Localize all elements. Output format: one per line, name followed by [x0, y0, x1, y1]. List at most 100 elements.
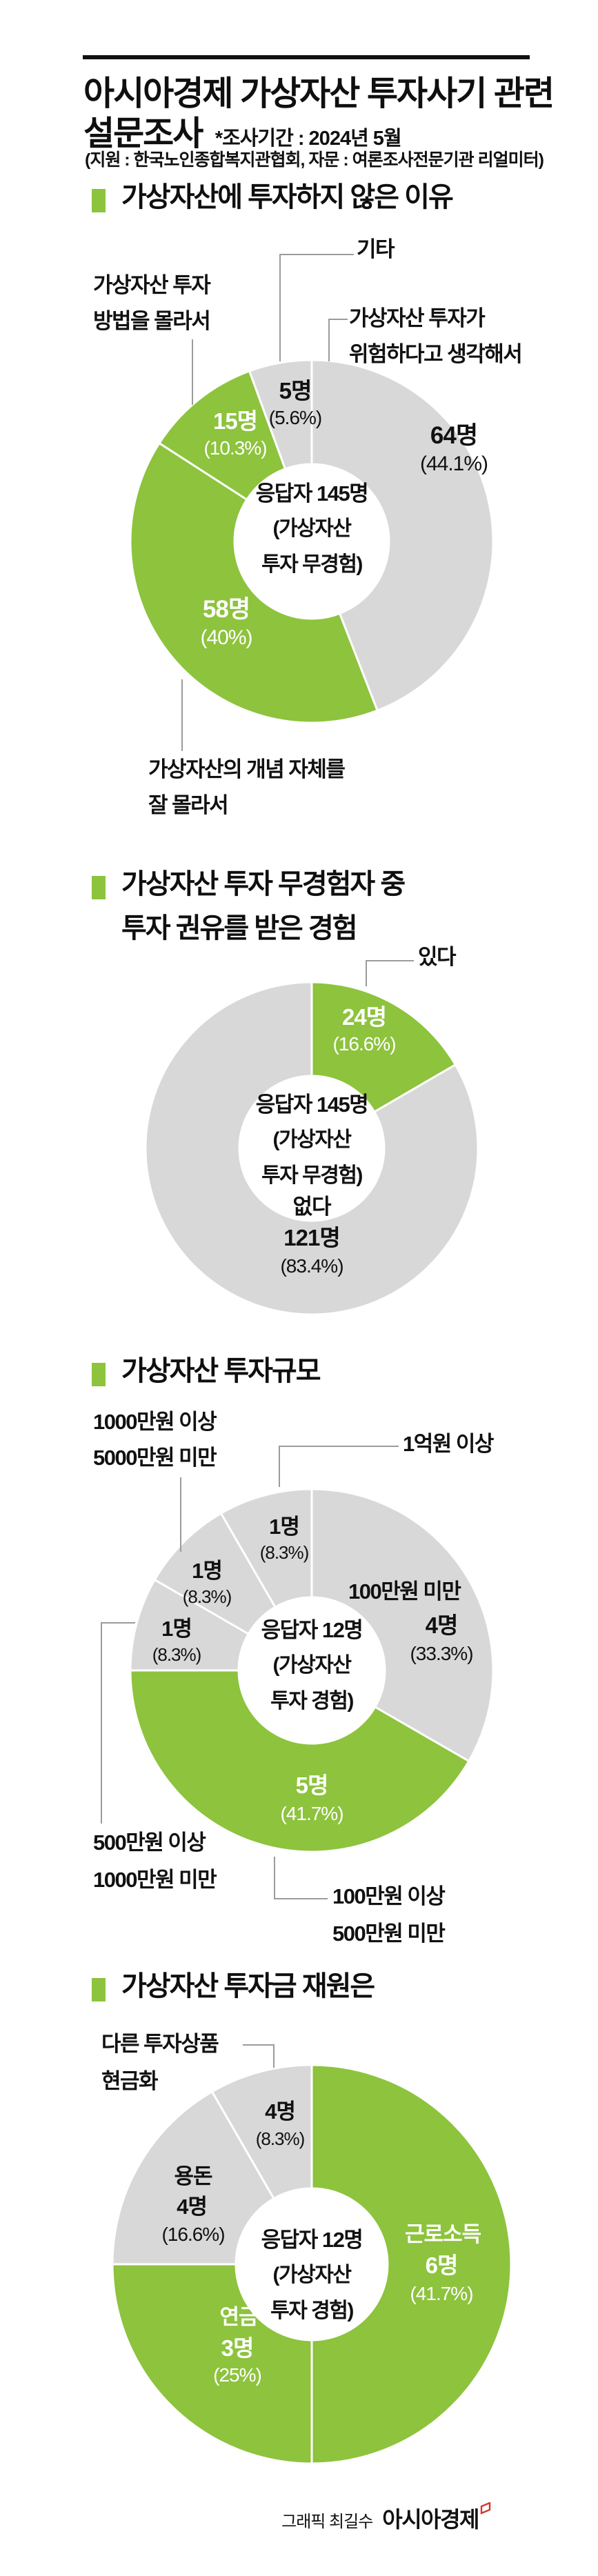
c1-center-line1: 응답자 145명 [255, 481, 369, 506]
c3-label-5m-10m-1: 500만원 이상 [93, 1830, 206, 1855]
c4-other-callout-line-h [243, 2044, 275, 2046]
c3-100m-pct: (8.3%) [259, 1542, 310, 1563]
donut-slice [111, 2263, 313, 2465]
c1-concept-callout-line-v [181, 679, 183, 751]
donut-slice [111, 2090, 276, 2266]
c3-label-100m: 1억원 이상 [403, 1432, 494, 1456]
donut-slice [310, 2064, 512, 2465]
c3-5m-callout-line-h [101, 1622, 135, 1624]
c2-center-line1: 응답자 145명 [255, 1092, 369, 1117]
donut-slice [310, 359, 495, 712]
c4-pension-label: 연금 [219, 2305, 258, 2329]
c1-risky-pct: (44.1%) [419, 452, 488, 475]
c4-center-line3: 투자 경험) [270, 2299, 354, 2322]
page-title-line2-row: 설문조사 *조사기간 : 2024년 5월 [83, 106, 402, 155]
c4-allowance-pct: (16.6%) [161, 2224, 225, 2245]
c4-pension-count: 3명 [221, 2335, 255, 2361]
c2-yes-callout-line-v [366, 960, 367, 986]
footer-graphic-credit: 그래픽 최길수 [281, 2513, 373, 2531]
c2-label-no: 없다 [292, 1195, 331, 1219]
c3-100m-callout-line-h [279, 1446, 399, 1447]
donut-slice [210, 2064, 313, 2200]
c2-no-count: 121명 [283, 1225, 340, 1250]
donut-slice [144, 981, 479, 1316]
c3-label-1m-5m-1: 100만원 이상 [332, 1884, 446, 1908]
c3-label-10m-50m-1: 1000만원 이상 [93, 1410, 217, 1434]
c3-10m-pct: (8.3%) [182, 1586, 232, 1607]
donut-slice [248, 359, 313, 470]
c4-center-line1: 응답자 12명 [261, 2228, 363, 2252]
section4-title: 가상자산 투자금 재원은 [121, 1971, 375, 2001]
c1-etc-callout-line-v [279, 254, 281, 361]
c1-label-dont-know-how-1: 가상자산 투자 [93, 273, 211, 297]
c2-center-line3: 투자 무경험) [261, 1164, 363, 1187]
c4-allowance-count: 4명 [177, 2195, 208, 2219]
c2-yes-callout-line-h [366, 960, 414, 961]
donut-slice [310, 1488, 495, 1763]
c1-label-concept-1: 가상자산의 개념 자체를 [148, 757, 346, 781]
c3-10m-count: 1명 [192, 1559, 223, 1583]
c1-label-risky-1: 가상자산 투자가 [349, 306, 486, 330]
c1-concept-count: 58명 [202, 596, 250, 623]
donut-chart-invest-reasons [129, 359, 495, 724]
c3-label-1m-5m-2: 500만원 미만 [332, 1921, 446, 1946]
c1-etc-callout-line-h [279, 254, 354, 255]
survey-period-note: *조사기간 : 2024년 5월 [215, 128, 402, 150]
donut-chart-fund-source [111, 2064, 512, 2465]
c1-how-callout-line-v [192, 339, 193, 405]
section2-title-line1: 가상자산 투자 무경험자 중 [121, 869, 406, 899]
c3-label-5m-10m-2: 1000만원 미만 [93, 1868, 217, 1892]
section4-bullet-icon [92, 1978, 106, 2001]
c1-center-line2: (가상자산 [272, 517, 352, 540]
c1-etc-pct: (5.6%) [268, 407, 322, 428]
c1-label-etc: 기타 [357, 237, 395, 261]
c3-center-line3: 투자 경험) [270, 1690, 354, 1713]
page-title-line2: 설문조사 [83, 115, 203, 152]
footer-brand-logo: 아시아경제 [382, 2507, 479, 2532]
c1-how-pct: (10.3%) [203, 437, 267, 459]
c1-risky-count: 64명 [430, 422, 478, 449]
credits-line: (지원 : 한국노인종합복지관협회, 자문 : 여론조사전문기관 리얼미터) [85, 150, 544, 170]
c3-10m-callout-line-v [180, 1477, 181, 1552]
donut-chart-invest-scale [129, 1488, 495, 1853]
c4-pension-pct: (25%) [213, 2364, 262, 2386]
c2-center-line2: (가상자산 [272, 1128, 352, 1151]
c4-earned-income-pct: (41.7%) [410, 2283, 473, 2304]
c2-yes-pct: (16.6%) [332, 1033, 396, 1055]
footer: 그래픽 최길수 아시아경제 [138, 2502, 491, 2534]
c4-other-callout-line-v [273, 2044, 275, 2068]
c3-1m-5m-count: 5명 [295, 1773, 329, 1798]
c4-other-count: 4명 [265, 2099, 296, 2124]
c3-under1m-count: 4명 [425, 1613, 459, 1638]
c3-center-line2: (가상자산 [272, 1654, 352, 1677]
c3-5m-callout-line-v [101, 1622, 102, 1824]
c3-100m-callout-line-v [279, 1446, 280, 1487]
c4-center-line2: (가상자산 [272, 2264, 352, 2286]
section2-title-line2: 투자 권유를 받은 경험 [121, 913, 358, 943]
c3-1m-5m-pct: (41.7%) [280, 1803, 343, 1824]
c2-yes-count: 24명 [341, 1004, 387, 1030]
donut-slice [129, 441, 379, 724]
donut-slice [219, 1488, 313, 1609]
brand-mark-icon [480, 2502, 491, 2515]
donut-slice [310, 981, 457, 1114]
c1-how-count: 15명 [212, 408, 258, 434]
c3-label-under1m: 100만원 미만 [348, 1579, 461, 1604]
c4-allowance-label: 용돈 [174, 2164, 212, 2188]
c1-concept-pct: (40%) [200, 626, 252, 649]
c3-center-line1: 응답자 12명 [261, 1618, 363, 1642]
section2-bullet-icon [92, 876, 106, 899]
c3-1m-callout-line-v [274, 1857, 275, 1899]
donut-chart-solicitation [144, 981, 479, 1316]
c2-no-pct: (83.4%) [280, 1255, 343, 1277]
section1-title: 가상자산에 투자하지 않은 이유 [121, 182, 454, 212]
c3-label-10m-50m-2: 5000만원 미만 [93, 1446, 217, 1470]
c2-label-yes: 있다 [418, 945, 457, 969]
c4-other-pct: (8.3%) [255, 2128, 306, 2149]
c3-100m-count: 1명 [269, 1515, 300, 1539]
c1-label-concept-2: 잘 몰라서 [148, 793, 229, 817]
c1-risky-callout-line-h [328, 319, 348, 320]
section3-title: 가상자산 투자규모 [121, 1356, 321, 1386]
c4-earned-income-count: 6명 [425, 2253, 459, 2278]
